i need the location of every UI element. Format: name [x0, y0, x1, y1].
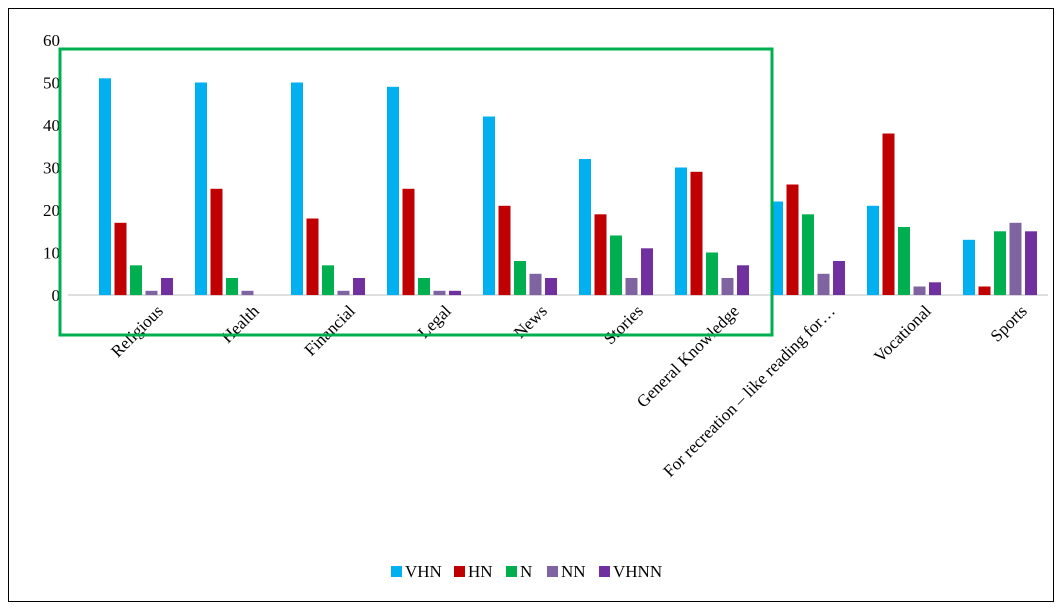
- bar-hn-2: [210, 188, 223, 296]
- bar-hn-9: [882, 133, 895, 295]
- bar-nn-7: [721, 278, 734, 295]
- bar-nn-10: [1009, 222, 1022, 296]
- bar-vhnn-3: [353, 278, 365, 295]
- bar-n-9: [898, 227, 910, 295]
- bar-vhn-8: [771, 201, 783, 295]
- legend-swatch-nn: [547, 566, 558, 577]
- category-label: Sports: [987, 301, 1031, 345]
- bar-nn-1: [145, 290, 158, 296]
- bar-n-6: [610, 235, 622, 295]
- y-tick-label: 40: [43, 116, 60, 135]
- bar-vhn-2: [195, 82, 207, 295]
- category-label: Health: [217, 301, 263, 347]
- highlight-rectangle: [58, 47, 774, 337]
- bar-n-3: [322, 265, 334, 296]
- bar-vhn-5: [483, 116, 495, 295]
- bar-vhn-7: [675, 167, 687, 295]
- bar-n-8: [802, 214, 814, 296]
- bar-vhn-1: [99, 78, 111, 296]
- chart-frame: [8, 8, 1054, 602]
- legend: VHN HN N NN VHNN: [391, 562, 662, 581]
- legend-label-vhnn: VHNN: [613, 562, 662, 581]
- bar-vhn-3: [291, 82, 303, 295]
- bar-hn-10: [978, 286, 991, 295]
- bar-vhnn-5: [545, 278, 557, 295]
- bar-vhnn-8: [833, 261, 845, 295]
- bar-vhnn-4: [449, 290, 461, 296]
- bar-nn-3: [337, 290, 350, 296]
- y-tick-label: 50: [43, 74, 60, 93]
- bar-n-10: [994, 231, 1006, 296]
- legend-label-hn: HN: [468, 562, 493, 581]
- bar-n-2: [226, 278, 238, 295]
- bar-nn-5: [529, 273, 542, 296]
- legend-label-nn: NN: [561, 562, 586, 581]
- bar-nn-8: [817, 273, 830, 296]
- bar-vhnn-10: [1025, 231, 1037, 296]
- y-axis-ticks: 0 10 20 30 40 50 60: [43, 31, 60, 305]
- category-label: For recreation – like reading for…: [659, 301, 838, 480]
- bar-vhn-9: [867, 205, 879, 296]
- bar-hn-7: [690, 171, 703, 296]
- bar-n-4: [418, 278, 430, 295]
- legend-label-vhn: VHN: [405, 562, 442, 581]
- bar-hn-1: [114, 222, 127, 296]
- legend-swatch-vhnn: [599, 566, 610, 577]
- legend-swatch-vhn: [391, 566, 402, 577]
- bar-vhnn-9: [929, 282, 941, 296]
- category-label: Religious: [107, 301, 167, 361]
- y-tick-label: 20: [43, 201, 60, 220]
- category-label: Stories: [600, 301, 647, 348]
- bar-n-5: [514, 261, 526, 295]
- bar-hn-4: [402, 188, 415, 296]
- x-axis-categories: Religious Health Financial Legal News Stories…: [107, 301, 1031, 481]
- bar-n-7: [706, 252, 718, 295]
- bar-hn-8: [786, 184, 799, 295]
- bar-nn-2: [241, 290, 254, 296]
- bar-n-1: [130, 265, 142, 296]
- category-label: Financial: [301, 301, 359, 359]
- legend-swatch-hn: [454, 566, 465, 577]
- bar-vhn-6: [579, 159, 591, 295]
- bar-nn-9: [913, 286, 926, 295]
- bar-nn-6: [625, 278, 638, 295]
- bar-hn-6: [594, 214, 607, 296]
- bars: [99, 78, 1037, 296]
- bar-vhnn-1: [161, 278, 173, 295]
- legend-label-n: N: [520, 562, 532, 581]
- bar-nn-4: [433, 290, 446, 296]
- bar-hn-5: [498, 205, 511, 296]
- bar-vhnn-7: [737, 265, 749, 296]
- y-tick-label: 10: [43, 244, 60, 263]
- category-label: General Knowledge: [633, 301, 743, 411]
- bar-vhn-4: [387, 86, 399, 296]
- bar-vhnn-6: [641, 248, 653, 296]
- bar-hn-3: [306, 218, 319, 295]
- y-tick-label: 60: [43, 31, 60, 50]
- y-tick-label: 0: [52, 286, 61, 305]
- legend-swatch-n: [506, 566, 517, 577]
- category-label: Vocational: [870, 301, 935, 366]
- bar-vhn-10: [963, 239, 975, 296]
- y-tick-label: 30: [43, 159, 60, 178]
